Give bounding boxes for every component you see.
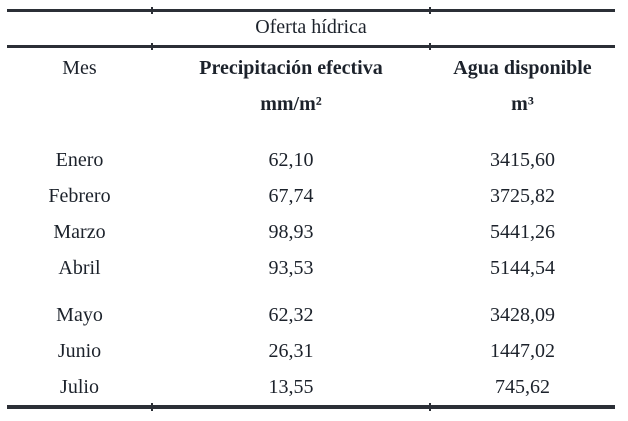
cell-mes: Marzo — [53, 221, 106, 243]
table-row: Mayo 62,32 3428,09 — [7, 303, 615, 327]
cell-mes: Abril — [58, 257, 101, 279]
column-divider-tick — [151, 43, 153, 50]
header-units-row: mm/m² m³ — [7, 92, 615, 116]
table-title-separator-rule — [7, 45, 615, 48]
column-divider-tick — [429, 43, 431, 50]
cell-precipitacion: 62,10 — [268, 149, 314, 171]
cell-mes: Enero — [55, 149, 104, 171]
cell-precipitacion: 67,74 — [268, 185, 314, 207]
cell-precipitacion: 26,31 — [268, 340, 314, 362]
table-title: Oferta hídrica — [255, 16, 367, 38]
table-row: Abril 93,53 5144,54 — [7, 256, 615, 280]
cell-agua: 3415,60 — [490, 149, 555, 171]
cell-precipitacion: 98,93 — [268, 221, 314, 243]
cell-mes: Junio — [57, 340, 102, 362]
header-precipitacion-unit: mm/m² — [260, 93, 322, 115]
cell-mes: Febrero — [48, 185, 111, 207]
column-divider-tick — [151, 403, 153, 411]
cell-mes: Julio — [60, 376, 99, 398]
header-row: Mes Precipitación efectiva Agua disponib… — [7, 56, 615, 80]
cell-agua: 5441,26 — [490, 221, 555, 243]
table-bottom-rule — [7, 405, 615, 409]
cell-precipitacion: 93,53 — [268, 257, 314, 279]
cell-agua: 5144,54 — [490, 257, 555, 279]
table-row: Febrero 67,74 3725,82 — [7, 184, 615, 208]
header-mes: Mes — [62, 57, 97, 79]
header-mes-unit-empty — [7, 92, 152, 116]
cell-agua: 745,62 — [495, 376, 550, 398]
column-divider-tick — [429, 403, 431, 411]
cell-mes: Mayo — [56, 304, 103, 326]
column-divider-tick — [429, 7, 431, 14]
cell-agua: 1447,02 — [490, 340, 555, 362]
table-top-rule — [7, 9, 615, 12]
header-agua-unit: m³ — [511, 93, 534, 115]
column-divider-tick — [151, 7, 153, 14]
cell-agua: 3725,82 — [490, 185, 555, 207]
table-row: Junio 26,31 1447,02 — [7, 339, 615, 363]
table-row: Enero 62,10 3415,60 — [7, 148, 615, 172]
cell-precipitacion: 13,55 — [268, 376, 314, 398]
table-row: Marzo 98,93 5441,26 — [7, 220, 615, 244]
header-agua: Agua disponible — [453, 57, 592, 79]
cell-precipitacion: 62,32 — [268, 304, 314, 326]
cell-agua: 3428,09 — [490, 304, 555, 326]
header-precipitacion: Precipitación efectiva — [199, 57, 383, 79]
table-row: Julio 13,55 745,62 — [7, 375, 615, 399]
